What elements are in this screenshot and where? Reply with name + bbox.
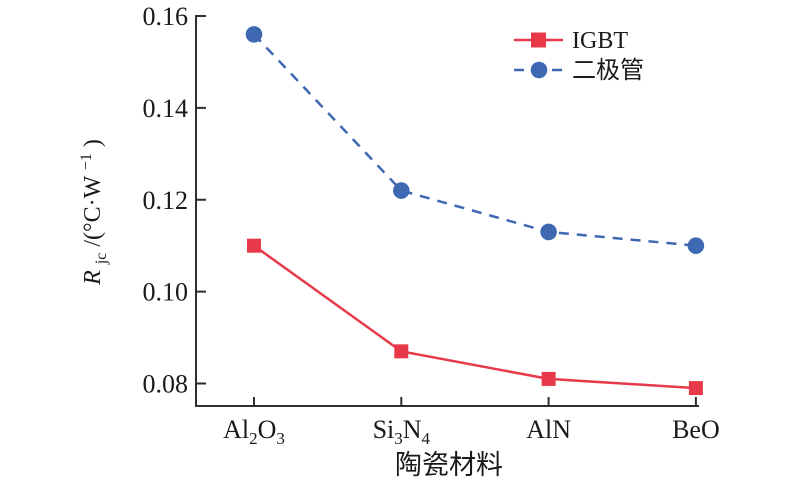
data-point-circle (245, 26, 263, 43)
data-point-circle (540, 223, 557, 241)
data-point-circle (687, 237, 705, 254)
legend: IGBT 二极管 (514, 28, 644, 84)
x-axis-title: 陶瓷材料 (395, 450, 503, 480)
x-tick-label: Si3N4 (373, 415, 431, 448)
y-tick-label: 0.14 (143, 94, 189, 123)
y-axis-title: R jc /(°C·W −1 ) (71, 139, 112, 286)
y-tick-label: 0.16 (143, 2, 189, 31)
y-title-subscript: jc (93, 253, 110, 266)
y-title-symbol: R (80, 270, 106, 286)
data-point-square (688, 381, 703, 396)
legend-igbt-label: IGBT (572, 28, 628, 54)
data-point-square (541, 371, 556, 386)
x-axis-ticks: Al2O3 Si3N4 AlN BeO (223, 397, 720, 448)
y-tick-label: 0.12 (143, 186, 189, 215)
y-title-unit: /(°C·W (80, 175, 106, 246)
y-tick-label: 0.08 (143, 370, 189, 399)
series-line-igbt (253, 244, 696, 390)
legend-diode-circle-marker (530, 61, 548, 79)
data-point-square (247, 238, 261, 253)
y-title-unit-close: ) (80, 139, 106, 147)
data-point-circle (393, 182, 410, 199)
x-tick-label: AlN (526, 415, 571, 444)
x-tick-label: BeO (672, 415, 720, 444)
legend-diode-label: 二极管 (572, 57, 644, 84)
legend-igbt-square-marker (531, 32, 546, 48)
y-tick-label: 0.10 (143, 278, 189, 307)
plot-series (245, 26, 705, 396)
x-tick-label: Al2O3 (223, 415, 285, 448)
series-line-diode (253, 33, 697, 247)
y-axis-ticks: 0.16 0.14 0.12 0.10 0.08 (143, 2, 206, 399)
data-point-square (394, 344, 409, 359)
y-title-superscript: −1 (78, 153, 95, 170)
